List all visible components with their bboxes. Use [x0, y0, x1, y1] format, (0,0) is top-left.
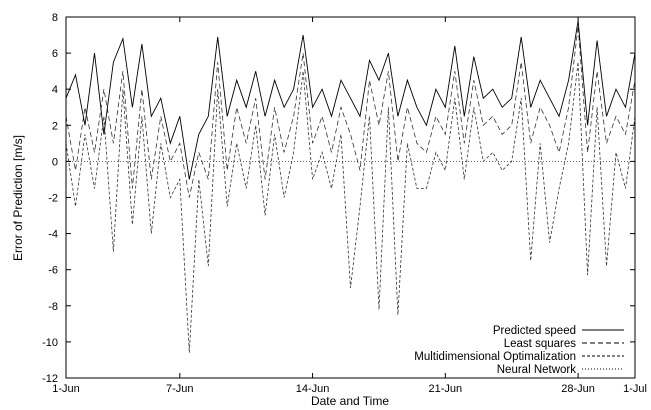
y-tick-label: -12 — [42, 373, 58, 385]
y-tick-label: -8 — [48, 301, 58, 313]
series-layer — [65, 20, 636, 353]
y-tick-label: 4 — [52, 84, 58, 96]
y-tick-label: -2 — [48, 193, 58, 205]
legend-label-neural-network: Neural Network — [497, 364, 576, 376]
x-tick-label: 21-Jun — [429, 383, 463, 395]
x-tick-label: 1-Jun — [52, 383, 80, 395]
y-tick-label: -10 — [42, 337, 58, 349]
x-tick-label: 14-Jun — [296, 383, 330, 395]
y-tick-label: 2 — [52, 120, 58, 132]
y-tick-label: -4 — [48, 229, 58, 241]
series-line-multidimensional-optimalization — [65, 62, 636, 353]
series-line-predicted-speed — [65, 20, 636, 180]
legend-label-least-squares: Least squares — [504, 338, 576, 350]
x-tick-label: 1-Jul — [623, 383, 647, 395]
series-line-least-squares — [65, 25, 636, 198]
legend-label-predicted-speed: Predicted speed — [493, 325, 576, 337]
y-tick-label: -6 — [48, 265, 58, 277]
y-axis-label: Error of Prediction [m/s] — [11, 135, 25, 261]
y-tick-label: 0 — [52, 156, 58, 168]
x-axis-label: Date and Time — [311, 394, 389, 408]
x-tick-label: 28-Jun — [561, 383, 595, 395]
y-tick-label: 6 — [52, 48, 58, 60]
y-tick-label: 8 — [52, 12, 58, 24]
x-tick-label: 7-Jun — [166, 383, 194, 395]
legend-label-multidimensional-optimalization: Multidimensional Optimalization — [414, 351, 576, 363]
x-axis-ticks: 1-Jun 7-Jun 14-Jun 21-Jun 28-Jun 1-Jul — [52, 17, 647, 395]
y-axis-ticks: 8 6 4 2 0 -2 -4 -6 -8 -10 -12 — [42, 12, 635, 385]
